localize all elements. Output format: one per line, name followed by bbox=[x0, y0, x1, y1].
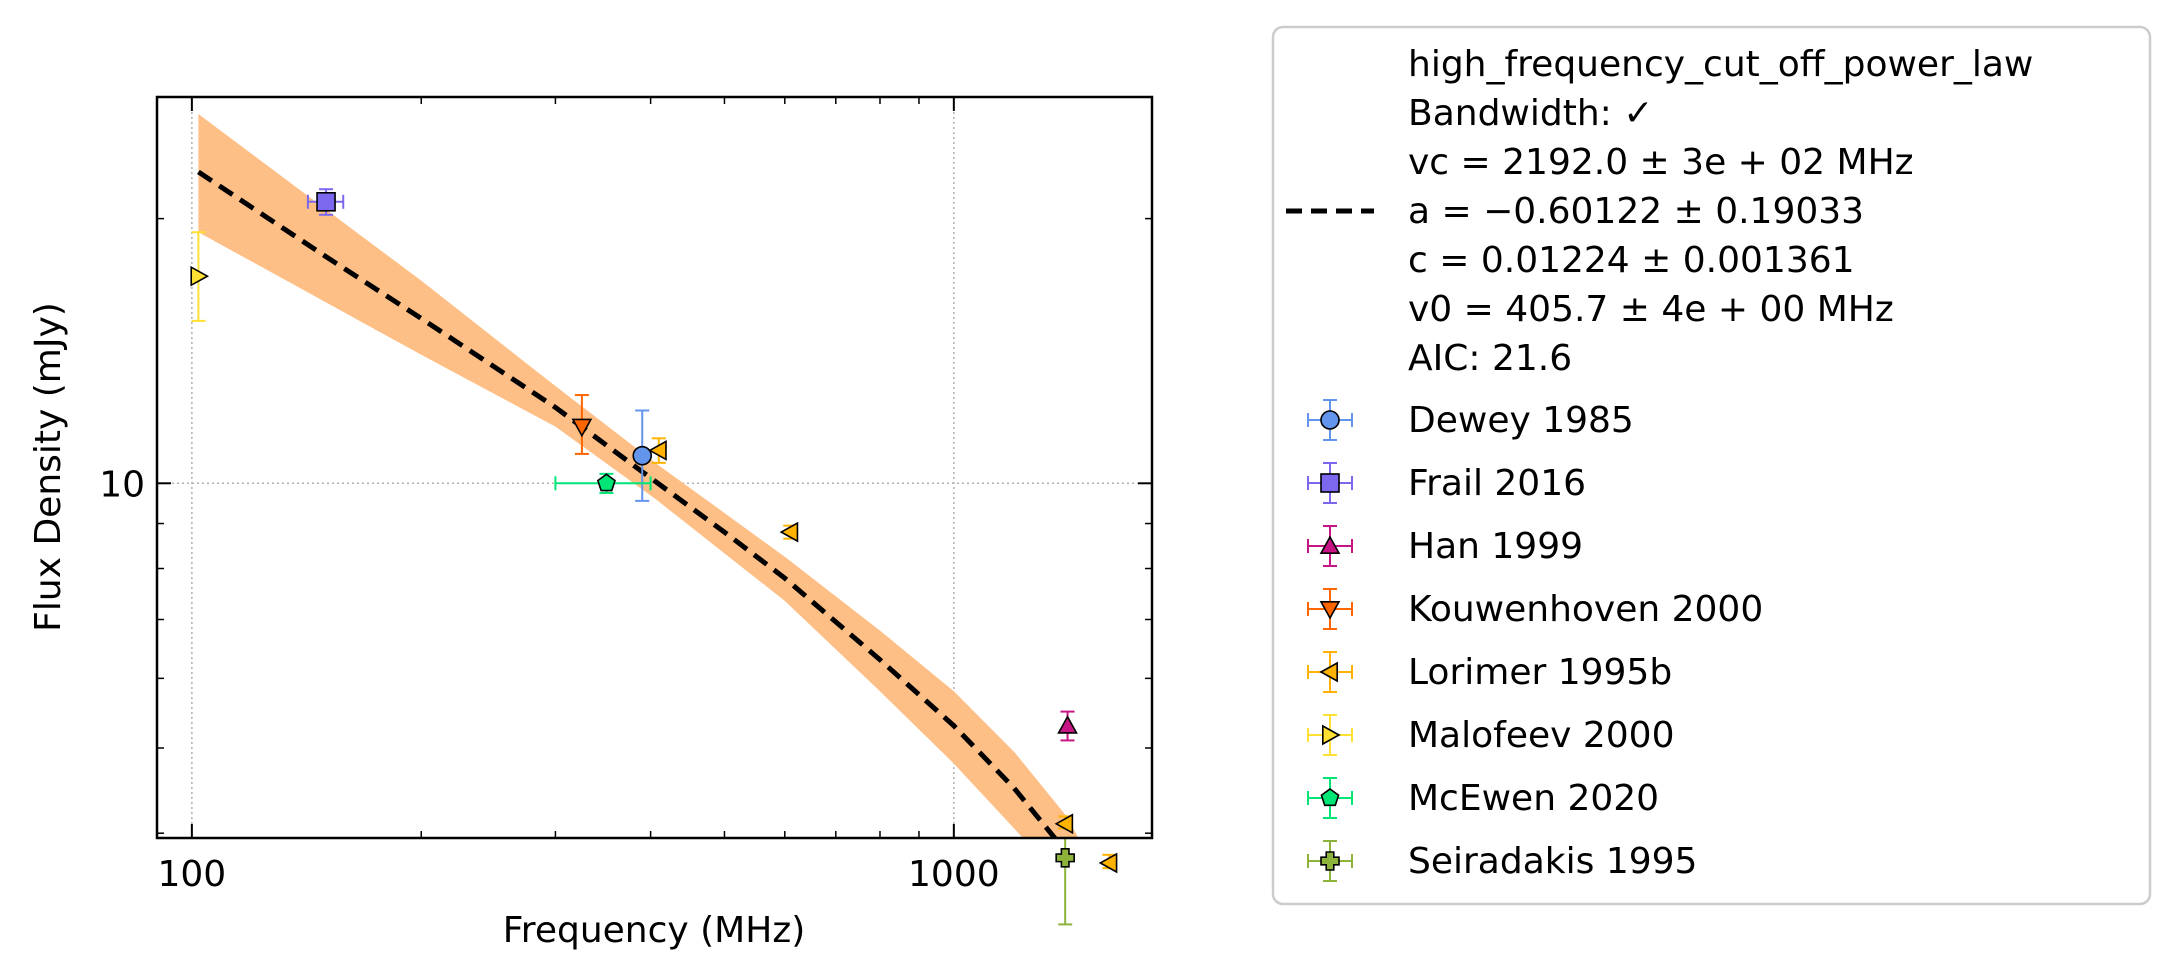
legend-label-mcewen-2020: McEwen 2020 bbox=[1408, 778, 1659, 819]
series-kouwenhoven-2000 bbox=[571, 394, 593, 455]
data-points-group bbox=[190, 188, 1118, 926]
data-point-lorimer-1995b bbox=[779, 521, 799, 543]
series-han-1999 bbox=[1057, 710, 1078, 742]
legend-marker-lorimer-1995b bbox=[1319, 661, 1338, 683]
legend-entry-kouwenhoven-2000: Kouwenhoven 2000 bbox=[1307, 588, 1763, 630]
series-dewey-1985 bbox=[632, 409, 653, 502]
series-malofeev-2000 bbox=[190, 231, 210, 322]
legend-entry-mcewen-2020: McEwen 2020 bbox=[1307, 777, 1659, 819]
legend-marker-dewey-1985 bbox=[1320, 410, 1340, 430]
legend-fit-text-line: Bandwidth: ✓ bbox=[1408, 93, 1653, 134]
data-point-seiradakis-1995 bbox=[1055, 848, 1075, 868]
legend-label-seiradakis-1995: Seiradakis 1995 bbox=[1408, 841, 1697, 882]
legend-marker-kouwenhoven-2000 bbox=[1319, 600, 1341, 620]
legend-marker-seiradakis-1995 bbox=[1320, 851, 1340, 871]
legend-entry-fit: high_frequency_cut_off_power_law Bandwidt… bbox=[1286, 44, 2033, 379]
legend-label-kouwenhoven-2000: Kouwenhoven 2000 bbox=[1408, 589, 1763, 630]
legend-fit-text-line: c = 0.01224 ± 0.001361 bbox=[1408, 240, 1855, 281]
axis-ticks: 100 1000 10 bbox=[99, 97, 1152, 895]
fit-band-group bbox=[198, 114, 1079, 838]
series-mcewen-2020 bbox=[554, 472, 652, 494]
data-point-dewey-1985 bbox=[632, 445, 653, 466]
legend-label-han-1999: Han 1999 bbox=[1408, 526, 1583, 567]
legend-fit-text-line: AIC: 21.6 bbox=[1408, 338, 1572, 379]
data-point-frail-2016 bbox=[316, 191, 336, 212]
legend-marker-frail-2016 bbox=[1320, 473, 1340, 493]
fit-uncertainty-band bbox=[198, 114, 1079, 838]
fit-line-group bbox=[197, 169, 1058, 838]
legend-label-frail-2016: Frail 2016 bbox=[1408, 463, 1586, 504]
data-point-lorimer-1995b bbox=[648, 440, 667, 461]
y-tick-label: 10 bbox=[99, 464, 145, 505]
legend-marker-malofeev-2000 bbox=[1322, 724, 1341, 746]
legend-entry-lorimer-1995b: Lorimer 1995b bbox=[1307, 651, 1672, 693]
legend-label-lorimer-1995b: Lorimer 1995b bbox=[1408, 652, 1672, 693]
grid-lines bbox=[157, 97, 1152, 838]
legend-entry-frail-2016: Frail 2016 bbox=[1307, 462, 1586, 504]
data-point-kouwenhoven-2000 bbox=[571, 418, 593, 438]
legend-marker-mcewen-2020 bbox=[1320, 788, 1340, 807]
legend: high_frequency_cut_off_power_law Bandwidt… bbox=[1271, 25, 2152, 906]
legend-fit-text-line: a = −0.60122 ± 0.19033 bbox=[1408, 191, 1864, 232]
legend-fit-text-line: high_frequency_cut_off_power_law bbox=[1408, 44, 2033, 85]
series-seiradakis-1995 bbox=[1055, 837, 1075, 926]
legend-fit-text-line: vc = 2192.0 ± 3e + 02 MHz bbox=[1408, 142, 1914, 183]
series-lorimer-1995b bbox=[648, 437, 1118, 874]
data-point-malofeev-2000 bbox=[190, 265, 210, 287]
legend-fit-text-line: v0 = 405.7 ± 4e + 00 MHz bbox=[1408, 289, 1894, 330]
series-frail-2016 bbox=[306, 188, 345, 216]
data-point-han-1999 bbox=[1057, 715, 1078, 734]
legend-marker-han-1999 bbox=[1319, 535, 1341, 555]
plot-frame bbox=[155, 95, 1154, 840]
legend-box bbox=[1271, 25, 2152, 906]
y-axis-label: Flux Density (mJy) bbox=[28, 302, 69, 632]
data-point-mcewen-2020 bbox=[596, 473, 616, 492]
legend-entry-malofeev-2000: Malofeev 2000 bbox=[1307, 714, 1674, 756]
data-point-lorimer-1995b bbox=[1098, 852, 1118, 874]
legend-entry-seiradakis-1995: Seiradakis 1995 bbox=[1307, 840, 1697, 882]
x-axis-label: Frequency (MHz) bbox=[503, 910, 806, 951]
legend-label-malofeev-2000: Malofeev 2000 bbox=[1408, 715, 1674, 756]
legend-entry-han-1999: Han 1999 bbox=[1307, 525, 1583, 567]
fit-line bbox=[197, 169, 1058, 838]
legend-entry-dewey-1985: Dewey 1985 bbox=[1307, 399, 1634, 441]
x-tick-label: 100 bbox=[158, 854, 227, 895]
x-tick-label: 1000 bbox=[908, 854, 1000, 895]
data-point-lorimer-1995b bbox=[1054, 813, 1074, 835]
legend-label-dewey-1985: Dewey 1985 bbox=[1408, 400, 1634, 441]
